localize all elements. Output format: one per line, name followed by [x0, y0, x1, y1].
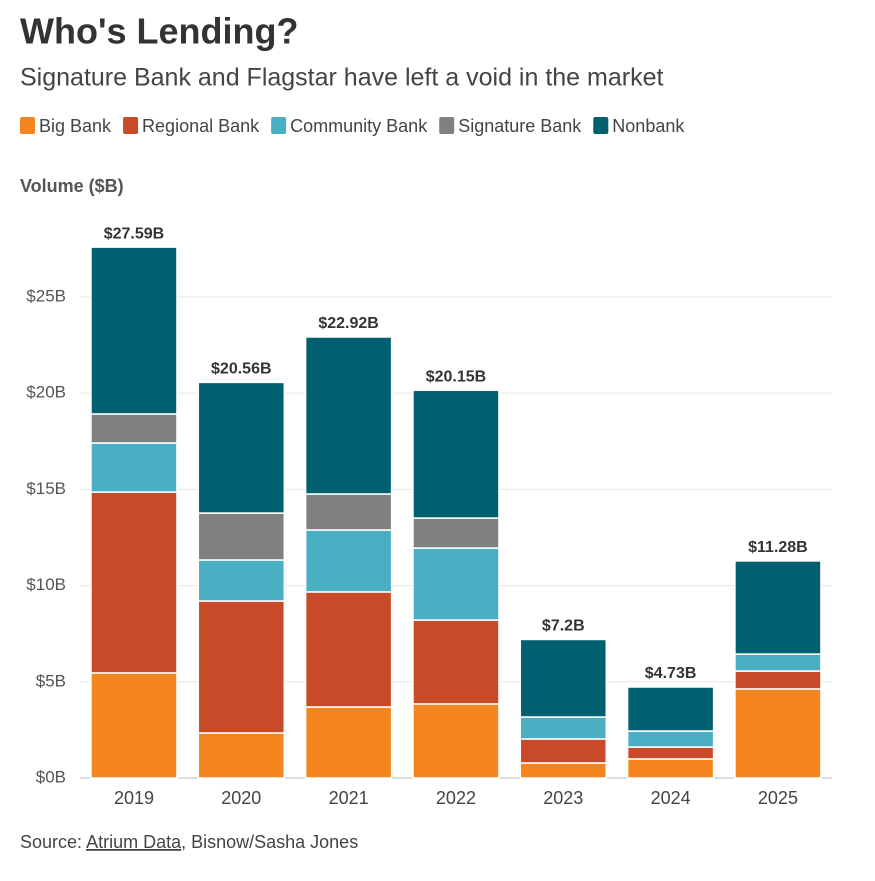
source-suffix: , Bisnow/Sasha Jones — [181, 832, 358, 852]
bar-segment — [734, 670, 822, 690]
bar-segment — [626, 730, 715, 748]
y-axis-label: Volume ($B) — [20, 176, 124, 196]
bar-segment — [519, 738, 608, 764]
legend-label: Signature Bank — [458, 116, 582, 136]
total-label: $20.56B — [211, 361, 272, 378]
legend-swatch — [439, 117, 455, 134]
y-tick-label: $20B — [26, 383, 66, 402]
bar-segment — [519, 638, 608, 718]
bar-segment — [412, 547, 500, 621]
source-prefix: Source: — [20, 832, 82, 852]
x-tick-label: 2020 — [221, 788, 261, 808]
bar-segment — [304, 336, 393, 495]
bar-segment — [626, 686, 715, 732]
total-label: $11.28B — [748, 539, 808, 556]
bar-segment — [734, 560, 822, 655]
bar-segment — [412, 517, 500, 549]
bar-segment — [90, 246, 178, 415]
total-label: $20.15B — [426, 369, 487, 386]
bar-segment — [412, 703, 500, 779]
total-label: $7.2B — [542, 618, 585, 635]
bar-segment — [304, 493, 393, 531]
bar-segment — [304, 706, 393, 779]
bar-segment — [197, 512, 286, 561]
total-label: $27.59B — [104, 225, 165, 242]
bar-segment — [197, 559, 286, 602]
bar-segment — [197, 600, 286, 734]
y-tick-label: $10B — [26, 575, 66, 594]
bar-segment — [90, 442, 178, 493]
legend-label: Community Bank — [290, 116, 428, 136]
y-tick-label: $15B — [26, 479, 66, 498]
source-link[interactable]: Atrium Data — [86, 832, 182, 852]
legend-label: Nonbank — [612, 116, 685, 136]
total-label: $22.92B — [318, 315, 379, 332]
source: Source: Atrium Data, Bisnow/Sasha Jones — [20, 832, 358, 852]
legend-swatch — [20, 117, 35, 134]
x-tick-label: 2024 — [651, 788, 691, 808]
y-tick-label: $0B — [36, 767, 66, 786]
bar-segment — [197, 381, 286, 514]
bar-segment — [412, 389, 500, 519]
y-tick-label: $5B — [36, 671, 66, 690]
bar-segment — [90, 413, 178, 444]
y-tick-label: $25B — [26, 286, 66, 305]
bar-segment — [304, 591, 393, 708]
bar-segment — [412, 619, 500, 705]
bar-segment — [519, 716, 608, 740]
chart-subtitle: Signature Bank and Flagstar have left a … — [20, 64, 663, 92]
chart-title: Who's Lending? — [20, 11, 299, 52]
x-tick-label: 2023 — [543, 788, 583, 808]
x-tick-label: 2021 — [329, 788, 369, 808]
bar-segment — [197, 732, 286, 779]
bar-segment — [626, 746, 715, 760]
x-tick-label: 2019 — [114, 788, 154, 808]
bar-segment — [734, 688, 822, 779]
legend-swatch — [593, 117, 609, 134]
bar-segment — [90, 491, 178, 674]
bar-segment — [90, 672, 178, 779]
x-tick-label: 2022 — [436, 788, 476, 808]
total-label: $4.73B — [645, 665, 697, 682]
bar-segment — [626, 758, 715, 779]
legend-label: Regional Bank — [142, 116, 260, 136]
x-tick-label: 2025 — [758, 788, 798, 808]
bar-segment — [519, 762, 608, 779]
bar-segment — [734, 653, 822, 672]
bar-segment — [304, 529, 393, 593]
legend-swatch — [271, 117, 287, 134]
legend-label: Big Bank — [39, 116, 112, 136]
legend-swatch — [123, 117, 139, 134]
